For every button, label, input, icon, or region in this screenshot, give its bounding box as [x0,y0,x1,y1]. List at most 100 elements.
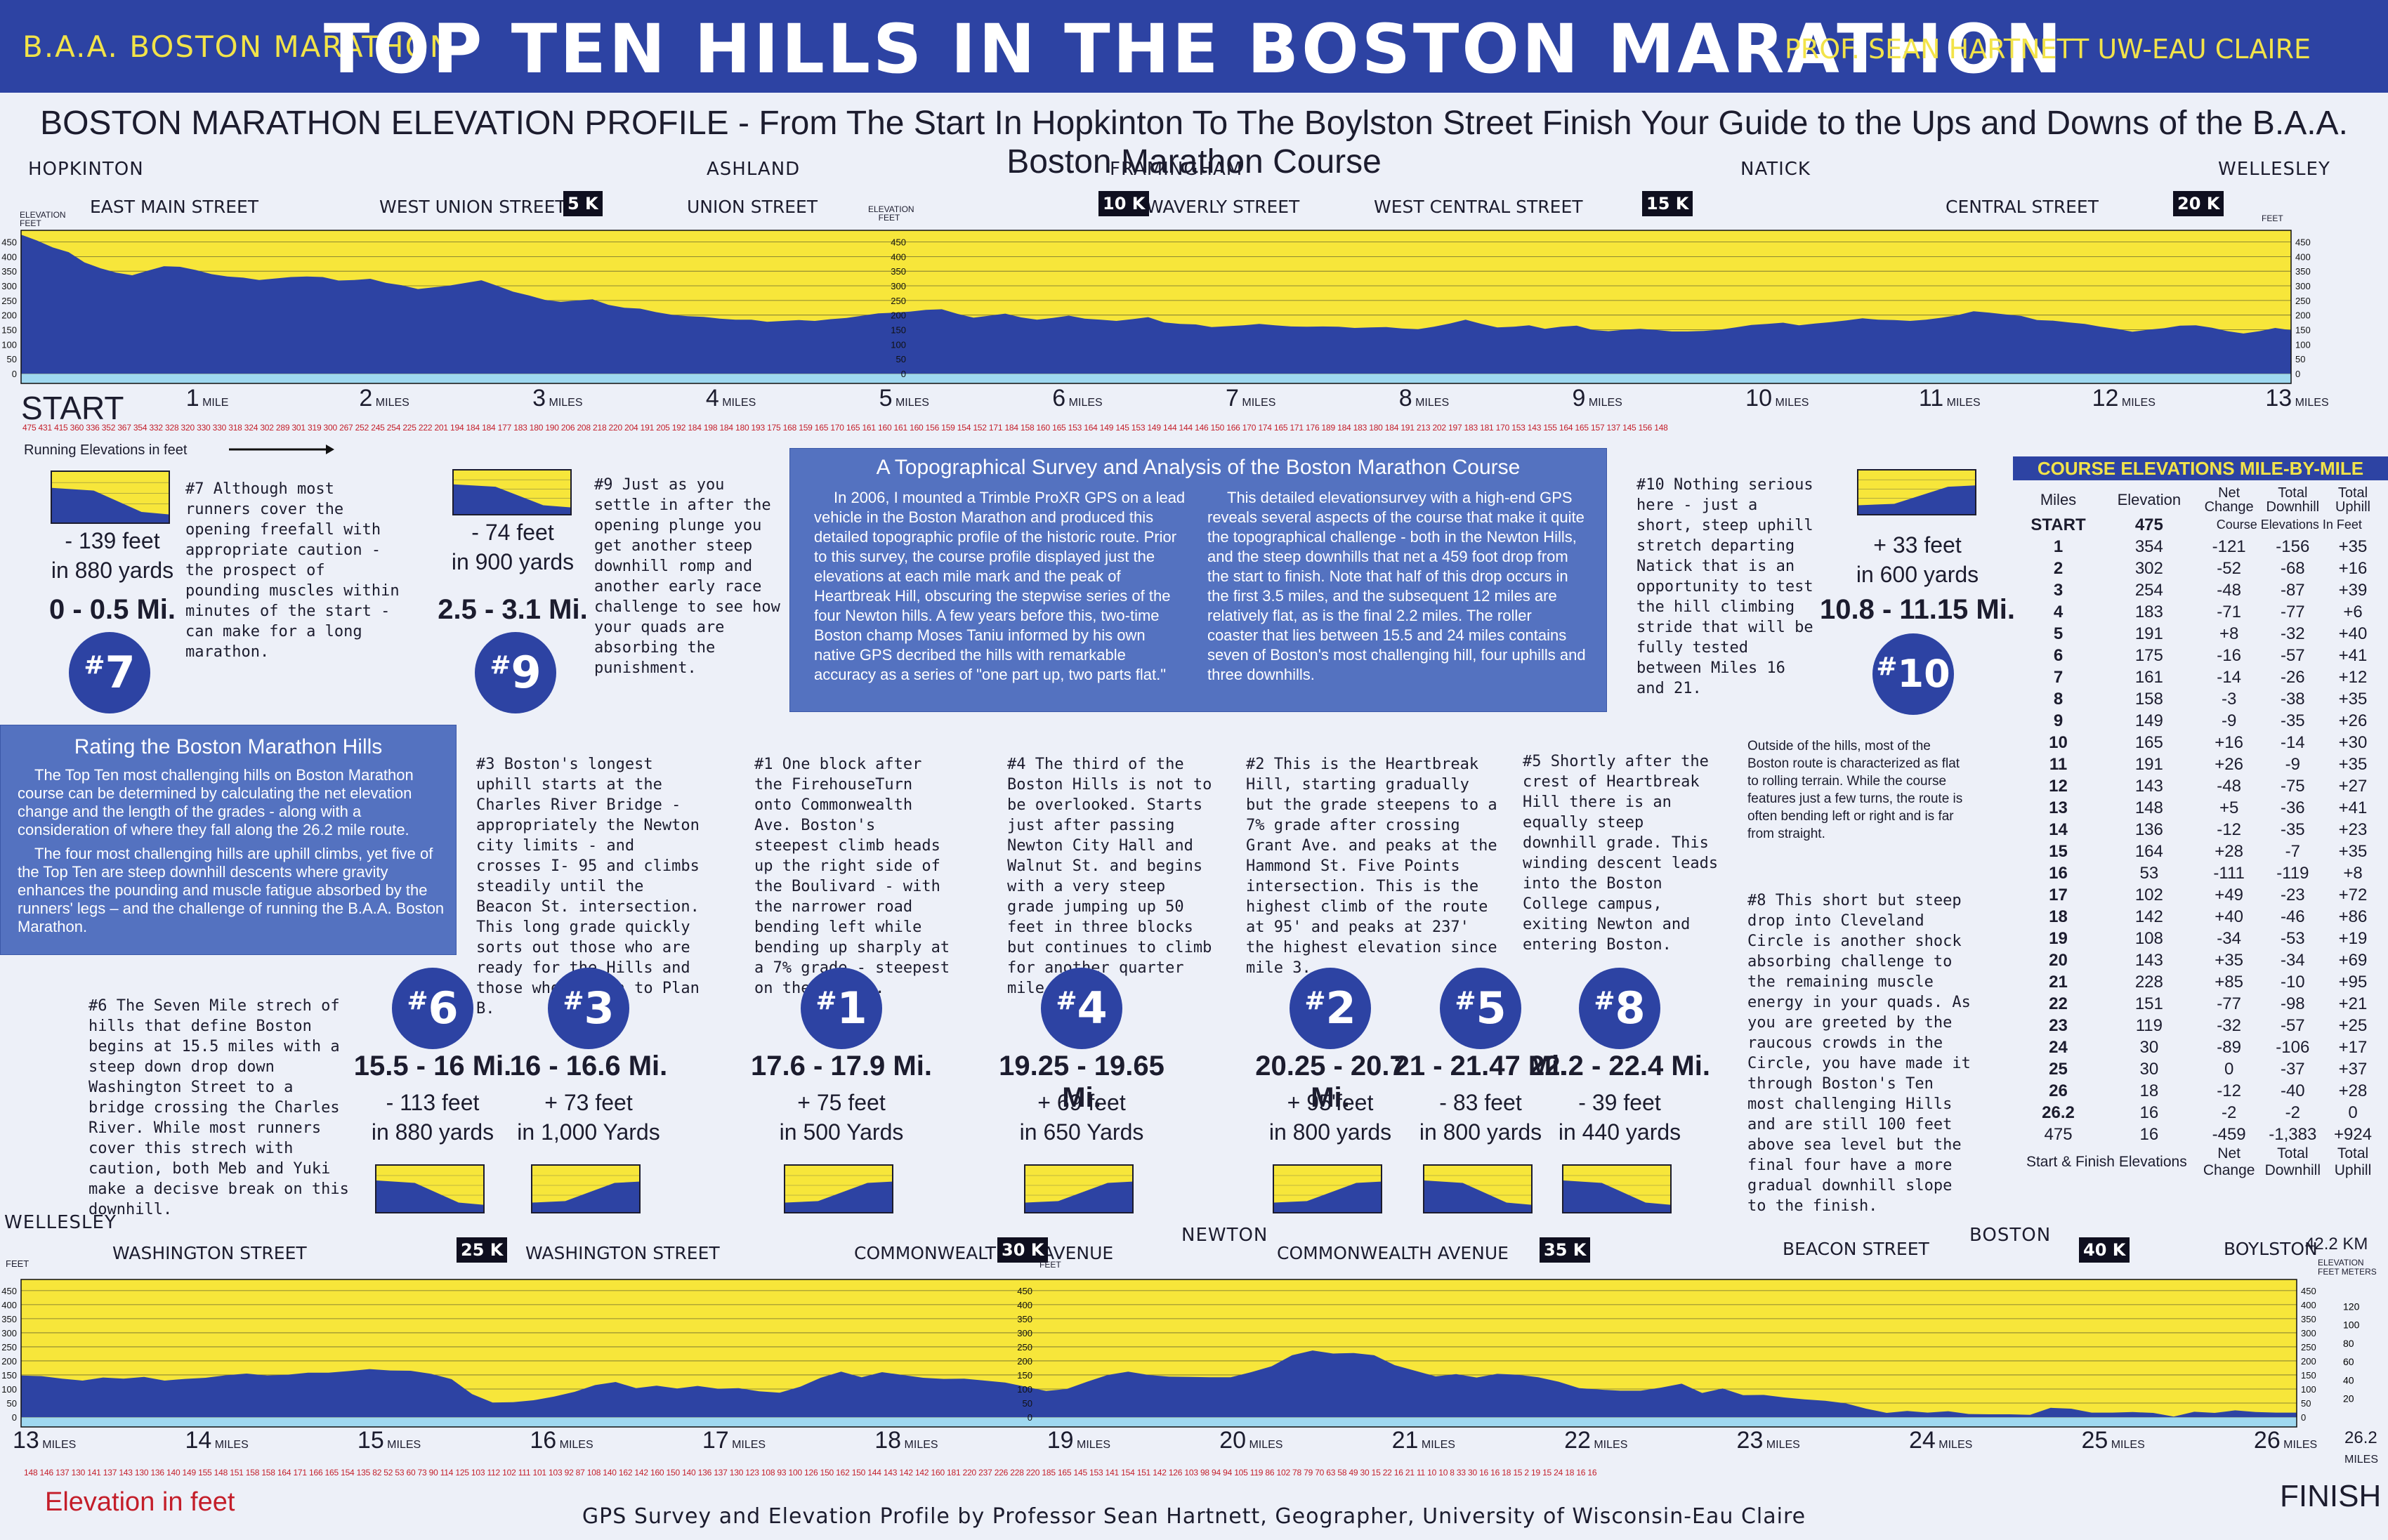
rating-panel: Rating the Boston Marathon Hills The Top… [0,725,457,955]
hill-1-change: + 75 feet [797,1090,886,1115]
net-cell: +16 [2215,732,2243,752]
mile-cell: 23 [2049,1015,2068,1035]
elevation-cell: 302 [2134,558,2163,578]
place-ashland: ASHLAND [707,159,801,180]
up-cell: +35 [2338,754,2368,774]
elevation-cell: 30 [2139,1037,2159,1057]
mile-number: 7 [1226,385,1239,412]
down-cell: -156 [2276,537,2310,556]
hill-6-change: - 113 feet [386,1090,480,1115]
hill-1-distance: in 500 Yards [779,1119,904,1145]
mile-unit: MILES [1585,397,1622,409]
profile-tick-label: 250 [1017,1342,1032,1353]
table-header: Miles Elevation Net Change Total Downhil… [2016,486,2381,514]
net-cell: -48 [2217,580,2241,600]
elevation-cell: 175 [2134,645,2163,665]
bottom-mile-labels: 13 MILES 14 MILES 15 MILES 16 MILES 17 MILES… [0,1427,2388,1466]
mile-number: 16 [530,1427,557,1454]
mile-cell: 5 [2053,624,2064,643]
mile-unit: MILES [719,397,756,409]
profile-tick-label: 450 [2301,1286,2316,1296]
hill-7-badge: #7 [69,632,150,713]
profile-tick-label: 400 [1,251,17,262]
profile-tick-label: 100 [2301,1384,2316,1395]
hill-4-badge: #4 [1041,968,1122,1049]
net-cell: -52 [2217,558,2241,578]
hill-rank: 3 [584,982,615,1034]
mile-number: 20 [1219,1427,1246,1454]
hill-10-rank: 10 [1897,652,1950,696]
hill-3-description: #3 Boston's longest uphill starts at the… [476,756,700,1018]
hill-2-description: #2 This is the Heartbreak Hill, starting… [1246,756,1497,977]
down-cell: -26 [2280,667,2305,687]
elevation-cell: 16 [2139,1103,2159,1122]
mile-label: 3 MILES [532,385,582,412]
mile-cell: 13 [2049,798,2068,817]
hill-7-range: 0 - 0.5 Mi. [48,594,176,625]
mile-unit: MILES [2118,397,2156,409]
mile-number: 26 [2253,1427,2281,1454]
down-cell: -10 [2280,972,2305,992]
mile-label: 21 MILES [1392,1427,1455,1454]
profile-tick-label: 450 [1017,1286,1032,1296]
table-row: 22 151 -77 -98 +21 [2016,993,2381,1015]
up-cell: +27 [2338,776,2368,796]
elevation-cell: 143 [2134,950,2163,970]
mile-label: 19 MILES [1047,1427,1110,1454]
elevation-cell: 136 [2134,820,2163,839]
down-cell: -68 [2280,558,2305,578]
place-wellesley: WELLESLEY [2218,159,2330,180]
up-cell: +16 [2338,558,2368,578]
hill-10-change: + 33 feet [1873,532,1962,558]
km-marker-5: 5 K [563,191,603,216]
mile-unit: MILES [1943,397,1981,409]
top-axis-title-left: ELEVATION FEET [20,210,66,228]
mile-label: 8 MILES [1399,385,1449,412]
mile-cell: 1 [2053,537,2064,556]
mile-number: 13 [2265,385,2292,412]
mile-cell: 8 [2053,689,2064,709]
mile-label: 16 MILES [530,1427,593,1454]
hill-rank: 4 [1077,982,1108,1034]
table-total-row: 475 16 -459 -1,383 +924 [2016,1124,2381,1145]
footer-credit: GPS Survey and Elevation Profile by Prof… [582,1504,1806,1529]
mile-number: 8 [1398,385,1412,412]
profile-terrain [21,1350,2297,1417]
down-cell: -40 [2280,1081,2305,1100]
profile-tick-label: 250 [1,296,17,306]
table-row: 26.2 16 -2 -2 0 [2016,1102,2381,1124]
net-cell: -3 [2221,689,2237,709]
total-start: 475 [2044,1124,2073,1144]
place-hopkinton: HOPKINTON [28,159,144,180]
up-cell: +39 [2338,580,2368,600]
table-title: COURSE ELEVATIONS MILE-BY-MILE [2013,456,2388,480]
up-cell: +35 [2338,537,2368,556]
down-cell: -119 [2276,863,2309,883]
up-cell: +35 [2338,841,2368,861]
down-cell: -14 [2280,732,2305,752]
table-row: 23 119 -32 -57 +25 [2016,1015,2381,1036]
mile-label: 14 MILES [185,1427,248,1454]
bottom-elevation-profile: 4504003503002502001501005004504003503002… [1,1279,2360,1428]
profile-tick-label: 350 [1017,1314,1032,1324]
elevation-cell: 142 [2134,907,2163,926]
mile-cell: 7 [2053,667,2064,687]
profile-tick-label: 450 [891,237,906,248]
profile-tick-label: 300 [1,281,17,291]
top-axis-title-right: FEET [2262,213,2283,223]
down-cell: -46 [2280,907,2305,926]
total-down: -1,383 [2269,1124,2317,1144]
subtitle: BOSTON MARATHON ELEVATION PROFILE - From… [40,105,2348,180]
mile-cell: 24 [2049,1037,2068,1057]
footer-start-finish: Start & Finish Elevations [2026,1154,2187,1170]
mile-number: 23 [1736,1427,1764,1454]
mile-unit: MILES [2280,1439,2318,1451]
mini-terrain [1563,1180,1670,1212]
hill-9-range: 2.5 - 3.1 Mi. [438,594,588,625]
mile-cell: 17 [2049,885,2068,904]
top-elevation-profile: 4504003503002502001501005004504003503002… [1,230,2311,384]
mile-number: 4 [705,385,719,412]
bottom-axis-title-left: FEET [6,1258,29,1269]
mile-cell: 20 [2049,950,2068,970]
hill-10-badge: #10 [1872,633,1954,715]
